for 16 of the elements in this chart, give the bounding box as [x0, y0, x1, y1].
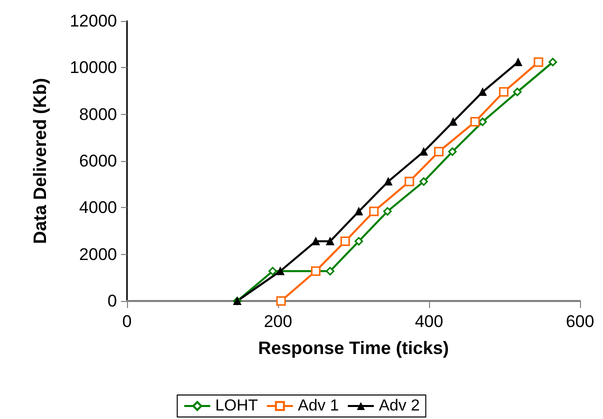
- y-tick-label: 10000: [70, 58, 117, 78]
- y-tick-label: 2000: [79, 244, 117, 264]
- legend-label: Adv 1: [298, 398, 339, 414]
- x-tick-label: 600: [566, 312, 594, 331]
- y-tick-label: 0: [108, 292, 117, 310]
- y-tick-label: 12000: [70, 12, 117, 30]
- legend-label: Adv 2: [378, 398, 420, 414]
- x-tick-label: 400: [414, 312, 444, 331]
- y-tick-label: 8000: [79, 104, 117, 124]
- y-tick-label: 6000: [79, 152, 117, 170]
- y-tick-label: 4000: [79, 198, 117, 218]
- legend-label: LOHT: [215, 398, 258, 414]
- x-axis-title: Response Time (ticks): [258, 338, 449, 358]
- x-tick-label: 200: [264, 312, 292, 331]
- x-tick-label: 0: [122, 312, 132, 331]
- y-axis-title: Data Delivered (Kb): [30, 78, 50, 244]
